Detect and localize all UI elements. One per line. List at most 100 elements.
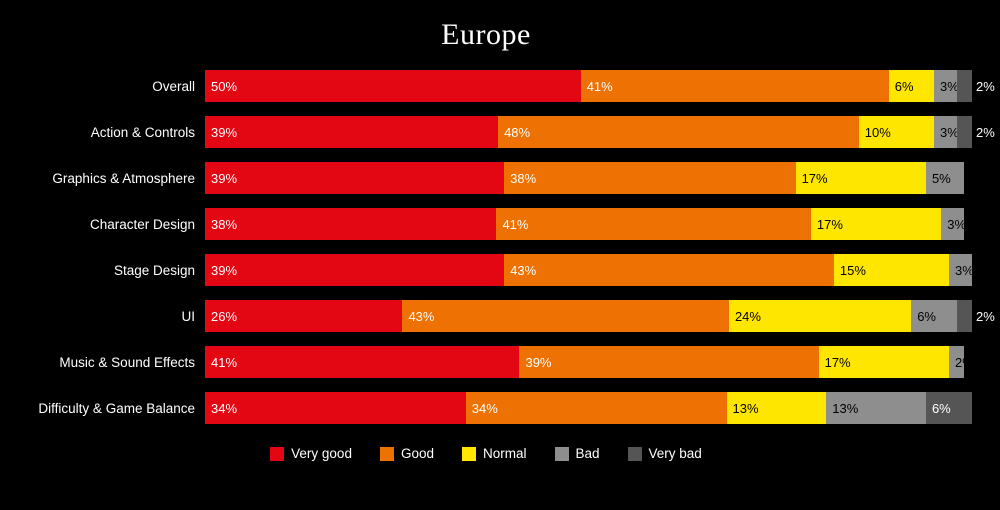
segment-label: 39% xyxy=(211,172,237,185)
bar-segment-good: 43% xyxy=(402,300,729,332)
segment-label: 13% xyxy=(733,402,759,415)
legend-item-normal: Normal xyxy=(462,446,527,461)
segment-label: 6% xyxy=(917,310,936,323)
segment-label: 3% xyxy=(947,218,966,231)
bar-segment-very_good: 39% xyxy=(205,254,504,286)
segment-label: 15% xyxy=(840,264,866,277)
row-label: Character Design xyxy=(0,217,205,232)
segment-label: 6% xyxy=(895,80,914,93)
bar-segment-very_good: 39% xyxy=(205,116,498,148)
bar-segment-normal: 10% xyxy=(859,116,934,148)
chart-row: Stage Design39%43%15%3% xyxy=(0,254,972,286)
chart-legend: Very good Good Normal Bad Very bad xyxy=(0,446,972,461)
bar-segment-bad: 6% xyxy=(911,300,957,332)
bar-segment-bad: 3% xyxy=(941,208,964,240)
chart-row: Difficulty & Game Balance 34% 34% 13% 13% 6% xyxy=(0,392,972,424)
row-bar: 41% 39% 17% 2% xyxy=(205,346,972,378)
row-label: Overall xyxy=(0,79,205,94)
bar-segment-very_good: 41% xyxy=(205,346,519,378)
bar-segment-good: 41% xyxy=(496,208,810,240)
segment-label: 5% xyxy=(932,172,951,185)
segment-label: 3% xyxy=(940,126,959,139)
legend-swatch xyxy=(380,447,394,461)
chart-row: Overall 50% 41% 6% 3%2% xyxy=(0,70,972,102)
segment-label: 34% xyxy=(472,402,498,415)
bar-segment-normal: 24% xyxy=(729,300,911,332)
segment-label: 17% xyxy=(825,356,851,369)
bar-segment-very_good: 39% xyxy=(205,162,504,194)
segment-label: 2% xyxy=(976,310,995,323)
bar-segment-bad: 3% xyxy=(934,116,957,148)
segment-label: 41% xyxy=(587,80,613,93)
segment-label: 38% xyxy=(510,172,536,185)
segment-label: 17% xyxy=(802,172,828,185)
bar-segment-normal: 6% xyxy=(889,70,934,102)
chart-row: Character Design 38% 41% 17% 3% xyxy=(0,208,972,240)
bar-segment-good: 48% xyxy=(498,116,859,148)
stacked-bar-chart: Europe Overall50%41%6%3%2%Action & Contr… xyxy=(0,0,1000,510)
row-bar: 39% 48% 10% 3%2% xyxy=(205,116,972,148)
legend-swatch xyxy=(270,447,284,461)
bar-segment-bad: 3% xyxy=(934,70,957,102)
row-label: UI xyxy=(0,309,205,324)
bar-segment-bad: 13% xyxy=(826,392,926,424)
segment-label: 6% xyxy=(932,402,951,415)
legend-label: Good xyxy=(401,446,434,461)
row-bar: 39% 38% 17% 5% xyxy=(205,162,972,194)
bar-segment-very_good: 38% xyxy=(205,208,496,240)
bar-segment-normal: 17% xyxy=(796,162,926,194)
bar-segment-bad: 2% xyxy=(949,346,964,378)
bar-segment-normal: 15% xyxy=(834,254,949,286)
segment-label: 48% xyxy=(504,126,530,139)
legend-swatch xyxy=(555,447,569,461)
segment-label: 2% xyxy=(976,126,995,139)
row-label: Music & Sound Effects xyxy=(0,355,205,370)
segment-label: 43% xyxy=(510,264,536,277)
bar-segment-normal: 17% xyxy=(819,346,949,378)
bar-segment-very_bad: 2% xyxy=(957,70,972,102)
bar-segment-good: 34% xyxy=(466,392,727,424)
chart-row: Action & Controls 39% 48% 10% 3%2% xyxy=(0,116,972,148)
bar-segment-very_bad: 2% xyxy=(957,300,972,332)
segment-label: 26% xyxy=(211,310,237,323)
bar-segment-very_good: 34% xyxy=(205,392,466,424)
bar-segment-normal: 13% xyxy=(727,392,827,424)
segment-label: 39% xyxy=(211,264,237,277)
chart-row: Music & Sound Effects41% 39% 17% 2% xyxy=(0,346,972,378)
segment-label: 39% xyxy=(525,356,551,369)
row-bar: 50% 41% 6% 3%2% xyxy=(205,70,972,102)
row-label: Difficulty & Game Balance xyxy=(0,401,205,416)
bar-segment-good: 41% xyxy=(581,70,889,102)
chart-rows: Overall50%41%6%3%2%Action & Controls39%4… xyxy=(0,70,972,424)
row-bar: 39% 43% 15% 3% xyxy=(205,254,972,286)
segment-label: 34% xyxy=(211,402,237,415)
row-label: Action & Controls xyxy=(0,125,205,140)
legend-swatch xyxy=(628,447,642,461)
legend-item-very_good: Very good xyxy=(270,446,352,461)
legend-label: Very bad xyxy=(649,446,702,461)
legend-label: Normal xyxy=(483,446,527,461)
bar-segment-very_bad: 2% xyxy=(957,116,972,148)
bar-segment-very_good: 26% xyxy=(205,300,402,332)
row-label: Graphics & Atmosphere xyxy=(0,171,205,186)
bar-segment-bad: 5% xyxy=(926,162,964,194)
segment-label: 3% xyxy=(955,264,974,277)
chart-row: UI 26% 43% 24% 6% 2% xyxy=(0,300,972,332)
segment-label: 38% xyxy=(211,218,237,231)
segment-label: 13% xyxy=(832,402,858,415)
segment-label: 3% xyxy=(940,80,959,93)
legend-label: Bad xyxy=(576,446,600,461)
segment-label: 39% xyxy=(211,126,237,139)
chart-title: Europe xyxy=(0,18,972,52)
bar-segment-good: 38% xyxy=(504,162,795,194)
segment-label: 2% xyxy=(976,80,995,93)
legend-swatch xyxy=(462,447,476,461)
bar-segment-very_bad: 6% xyxy=(926,392,972,424)
segment-label: 17% xyxy=(817,218,843,231)
bar-segment-bad: 3% xyxy=(949,254,972,286)
segment-label: 50% xyxy=(211,80,237,93)
legend-item-very_bad: Very bad xyxy=(628,446,702,461)
segment-label: 43% xyxy=(408,310,434,323)
bar-segment-very_good: 50% xyxy=(205,70,581,102)
chart-row: Graphics & Atmosphere 39% 38% 17% 5% xyxy=(0,162,972,194)
